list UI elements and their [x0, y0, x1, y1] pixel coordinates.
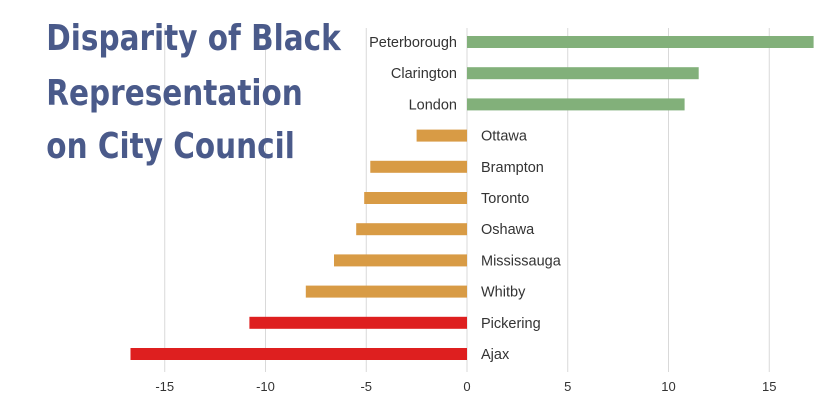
title-line-1: Disparity of Black [46, 16, 342, 59]
category-label-ottawa: Ottawa [481, 129, 528, 145]
bar-ottawa [416, 129, 467, 142]
category-label-peterborough: Peterborough [369, 35, 457, 51]
category-label-mississauga: Mississauga [481, 253, 562, 269]
category-label-whitby: Whitby [481, 285, 526, 301]
bar-clarington [467, 67, 699, 80]
chart-title: Disparity of Black Representation on Cit… [46, 16, 342, 167]
x-tick-label: 0 [463, 379, 470, 394]
bar-oshawa [356, 223, 467, 236]
x-tick-label: -5 [360, 379, 372, 394]
category-label-toronto: Toronto [481, 191, 529, 207]
bars [130, 36, 814, 360]
x-axis-tick-labels: -15 -10 -5 0 5 10 15 [155, 379, 776, 394]
x-tick-label: 15 [762, 379, 776, 394]
category-label-pickering: Pickering [481, 316, 541, 332]
x-tick-label: 10 [661, 379, 675, 394]
title-line-3: on City Council [46, 124, 295, 167]
bar-toronto [364, 192, 467, 204]
bar-ajax [130, 348, 467, 360]
bar-brampton [370, 160, 467, 173]
bar-mississauga [334, 254, 467, 267]
bar-pickering [249, 316, 467, 329]
category-label-london: London [409, 97, 457, 113]
category-label-ajax: Ajax [481, 347, 510, 363]
bar-london [467, 98, 685, 111]
bar-peterborough [467, 36, 814, 48]
category-label-brampton: Brampton [481, 160, 544, 176]
x-tick-label: -10 [256, 379, 275, 394]
category-label-clarington: Clarington [391, 66, 457, 82]
x-tick-label: -15 [155, 379, 174, 394]
category-labels: Peterborough Clarington London Ottawa Brampt… [369, 35, 562, 363]
x-tick-label: 5 [564, 379, 571, 394]
bar-whitby [305, 285, 467, 298]
category-label-oshawa: Oshawa [481, 222, 535, 238]
title-line-2: Representation [46, 71, 303, 114]
